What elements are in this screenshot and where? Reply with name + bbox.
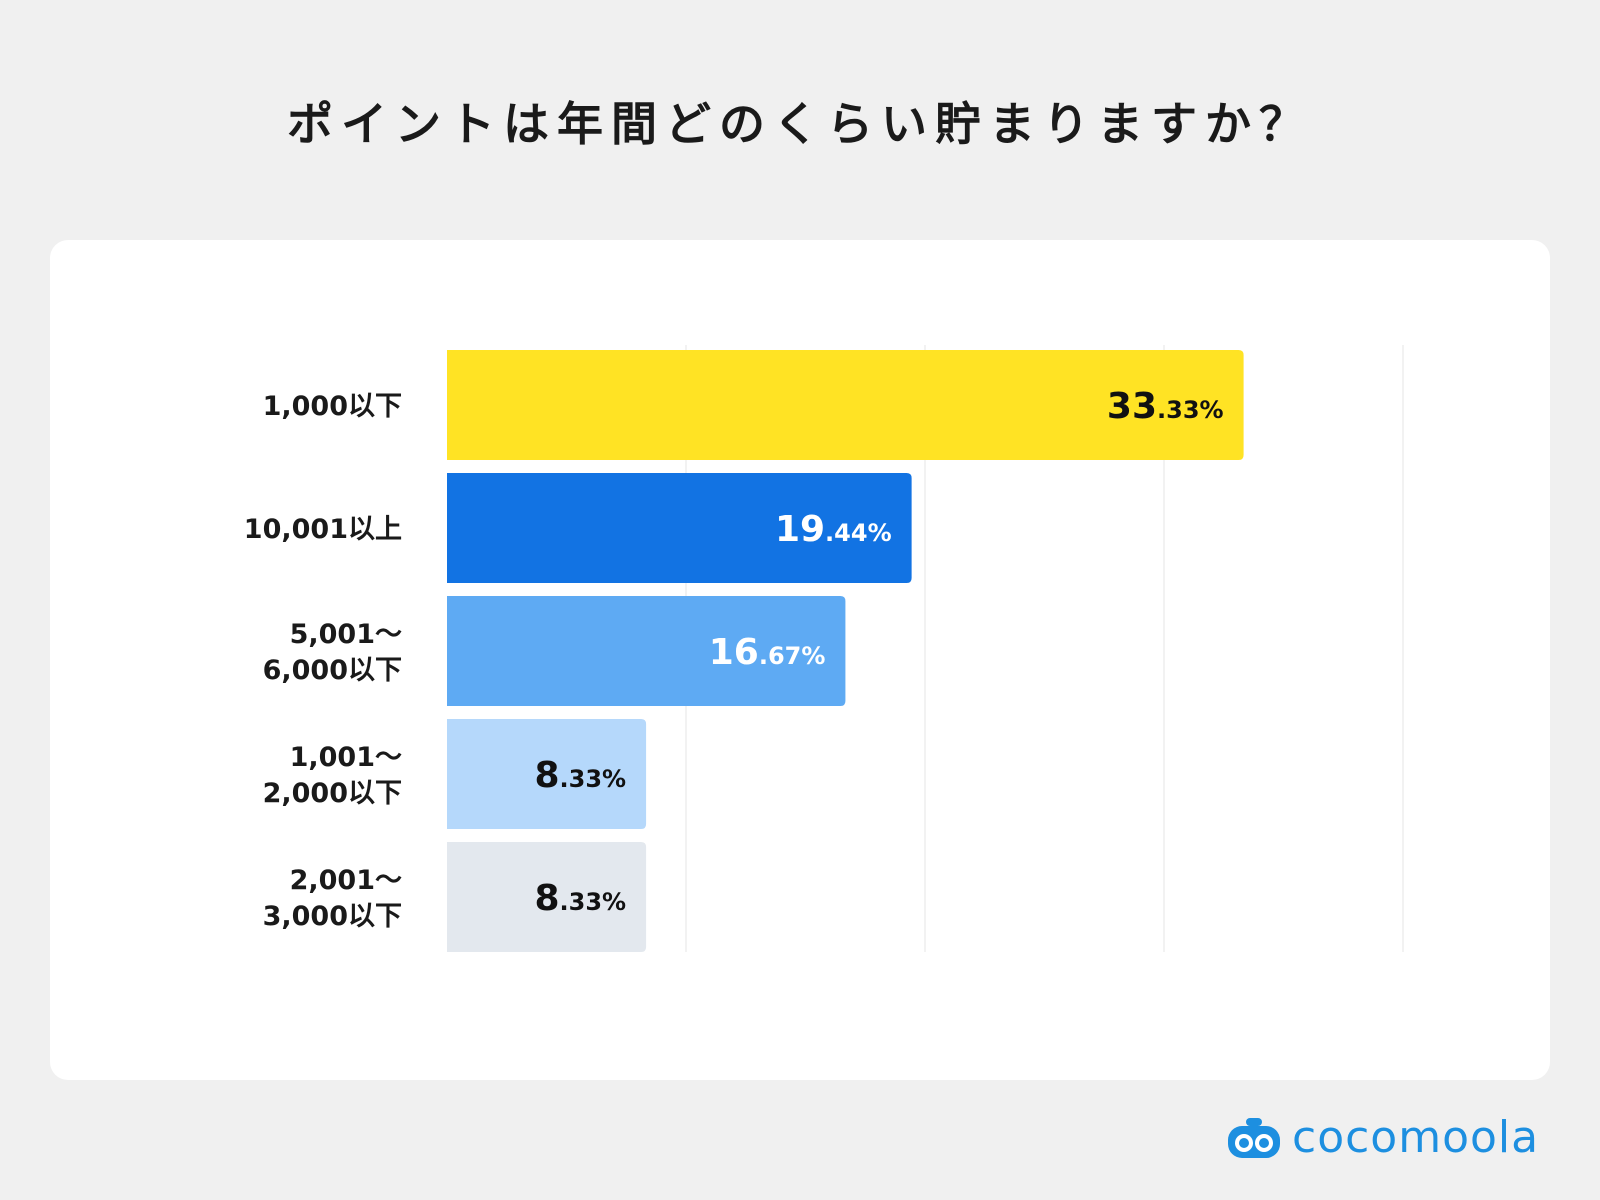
chart-title: ポイントは年間どのくらい貯まりますか？: [287, 97, 1313, 151]
category-label: 1,001〜: [290, 742, 402, 773]
robot-face-icon: [1228, 1117, 1280, 1158]
category-label: 2,001〜: [290, 865, 402, 896]
bar: [447, 473, 912, 583]
brand-name: cocomoola: [1292, 1112, 1540, 1163]
bar-value-label: 16.67%: [709, 632, 826, 673]
bar: [447, 719, 647, 829]
bar-value-label: 8.33%: [534, 755, 626, 796]
category-label: 6,000以下: [263, 655, 402, 686]
bar: [447, 596, 846, 706]
bar-value-label: 19.44%: [775, 509, 892, 550]
bar-value-label: 8.33%: [534, 878, 626, 919]
category-label: 10,001以上: [244, 514, 402, 545]
category-label: 3,000以下: [263, 901, 402, 932]
bar: [447, 350, 1244, 460]
bar-value-label: 33.33%: [1107, 386, 1224, 427]
bar: [447, 842, 647, 952]
category-label: 5,001〜: [290, 619, 402, 650]
category-label: 1,000以下: [263, 391, 402, 422]
chart-card: 33.33% 1,000以下 19.44% 10,001以上 16.67% 5,001〜 6…: [50, 240, 1550, 1080]
brand-logo: cocomoola: [1226, 1112, 1539, 1163]
category-label: 2,000以下: [263, 778, 402, 809]
bar-chart: 33.33% 1,000以下 19.44% 10,001以上 16.67% 5,001〜 6…: [244, 345, 1404, 952]
